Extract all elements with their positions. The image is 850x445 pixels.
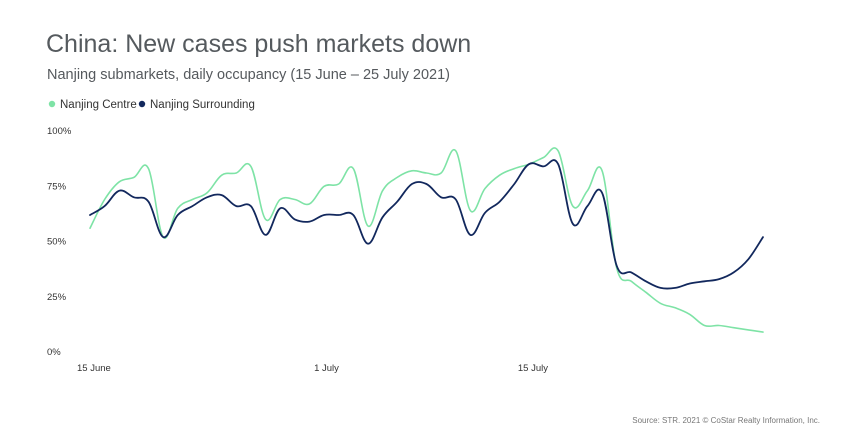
y-tick-label: 75% [47,181,67,192]
source-note: Source: STR. 2021 © CoStar Realty Inform… [632,416,820,425]
series-line-nanjing-surrounding [89,159,764,290]
series-lines [89,147,764,333]
legend-marker-centre [48,100,56,108]
legend-label-centre: Nanjing Centre [60,99,137,111]
legend-label-surrounding: Nanjing Surrounding [150,99,255,111]
x-tick-label: 15 June [77,363,111,374]
y-tick-label: 25% [47,292,67,303]
legend-marker-surrounding [138,100,146,108]
x-tick-label: 1 July [314,363,339,374]
y-axis-ticks: 0% 25% 50% 75% 100% [47,126,72,358]
series-line-nanjing-centre [89,147,764,333]
x-tick-label: 15 July [518,363,548,374]
y-tick-label: 100% [47,126,72,137]
legend: Nanjing Centre Nanjing Surrounding [48,99,255,111]
chart-title: China: New cases push markets down [46,30,471,58]
x-axis-ticks: 15 June 1 July 15 July [77,363,548,374]
y-tick-label: 50% [47,237,67,248]
chart-subtitle: Nanjing submarkets, daily occupancy (15 … [47,67,450,83]
y-tick-label: 0% [47,347,61,358]
